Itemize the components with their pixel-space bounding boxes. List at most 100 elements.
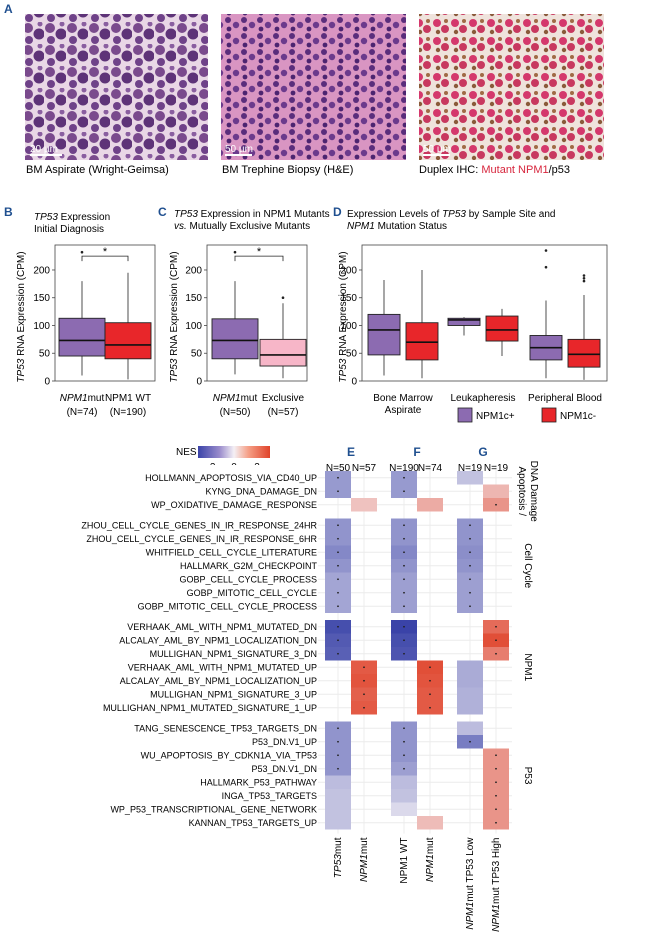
- panel-d-ylabel: TP53 RNA Expression (CPM): [338, 251, 349, 382]
- column-label-rest: mut: [359, 837, 370, 854]
- significance-dot: [469, 551, 471, 554]
- panel-a-letter: A: [4, 2, 13, 16]
- significance-dot: [337, 605, 339, 608]
- plot-frame: [361, 244, 608, 382]
- significance-dot: [337, 625, 339, 628]
- x-category-label: Aspirate: [385, 405, 422, 416]
- column-sample-size: N=57: [352, 463, 377, 474]
- significance-dot: [403, 740, 405, 743]
- significance-dot: [363, 679, 365, 682]
- x-label-rest: mut: [88, 393, 105, 404]
- panel-b-letter: B: [4, 205, 13, 219]
- y-tick-label: 100: [340, 321, 357, 332]
- y-tick-label: 50: [191, 349, 203, 360]
- significance-dot: [495, 639, 497, 642]
- gene-set-label: KYNG_DNA_DAMAGE_DN: [205, 487, 317, 497]
- column-label: NPM1mut: [359, 837, 370, 882]
- column-label: NPM1 WT: [399, 838, 410, 884]
- gene-set-label: WHITFIELD_CELL_CYCLE_LITERATURE: [146, 548, 317, 558]
- significance-dot: [469, 537, 471, 540]
- gene-set-label: VERHAAK_AML_WITH_NPM1_MUTATED_DN: [127, 622, 317, 632]
- panel-letter: G: [478, 445, 487, 459]
- heatmap-cell: [417, 816, 443, 830]
- panel-b-boxplot: B TP53 Expression Initial Diagnosis TP53…: [4, 205, 156, 418]
- outlier-point: [281, 296, 285, 300]
- column-label: NPM1mut TP53 High: [491, 838, 502, 932]
- panel-d-title-line2: NPM1 Mutation Status: [347, 221, 447, 232]
- heatmap-cell: [457, 660, 483, 674]
- panel-d-letter: D: [333, 205, 342, 219]
- x-category-label: NPM1mut: [60, 393, 105, 404]
- panel-b-title-line2: Initial Diagnosis: [34, 224, 104, 235]
- x-category-label: Peripheral Blood: [528, 393, 602, 404]
- significance-dot: [337, 591, 339, 594]
- significance-star: *: [257, 246, 262, 258]
- column-label-rest: mut TP53 High: [491, 838, 502, 905]
- x-category-label: Leukapheresis: [450, 393, 515, 404]
- bm-trephine-image: [221, 14, 406, 160]
- significance-dot: [495, 808, 497, 811]
- heatmap-cell: [325, 775, 351, 789]
- gene-set-label: GOBP_MITOTIC_CELL_CYCLE: [187, 588, 317, 598]
- significance-dot: [337, 524, 339, 527]
- panel-c-title: TP53 Expression in NPM1 Mutants: [174, 209, 330, 220]
- heatmap-cell: [457, 701, 483, 715]
- significance-dot: [469, 564, 471, 567]
- significance-dot: [403, 591, 405, 594]
- gene-set-label: WP_P53_TRANSCRIPTIONAL_GENE_NETWORK: [110, 805, 317, 815]
- column-sample-size: N=50: [326, 463, 351, 474]
- box: [58, 317, 106, 357]
- duplex-ihc-image: [419, 14, 604, 160]
- outlier-point: [582, 277, 586, 280]
- heatmap-cell: [391, 802, 417, 816]
- significance-dot: [495, 503, 497, 506]
- gene-set-label: WP_OXIDATIVE_DAMAGE_RESPONSE: [151, 500, 317, 510]
- box: [211, 318, 259, 360]
- box: [567, 338, 601, 368]
- outlier-point: [582, 279, 586, 283]
- gene-set-label: VERHAAK_AML_WITH_NPM1_MUTATED_UP: [128, 663, 317, 673]
- x-sample-size: (N=190): [110, 407, 146, 418]
- significance-dot: [403, 652, 405, 655]
- significance-dot: [337, 551, 339, 554]
- significance-dot: [403, 476, 405, 479]
- significance-dot: [337, 767, 339, 770]
- x-label-italic: NPM1: [60, 393, 88, 404]
- significance-dot: [495, 794, 497, 797]
- gene-set-label: MULLIGHAN_NPM1_MUTATED_SIGNATURE_1_UP: [103, 703, 317, 713]
- significance-dot: [469, 591, 471, 594]
- panel-d-title: Expression Levels of TP53 by Sample Site…: [347, 209, 555, 220]
- significance-dot: [337, 537, 339, 540]
- gene-set-label: HOLLMANN_APOPTOSIS_VIA_CD40_UP: [145, 473, 317, 483]
- column-label: TP53mut: [333, 837, 344, 878]
- box: [447, 317, 481, 326]
- heatmap-cell: [325, 789, 351, 803]
- nes-heatmap: NES -2 0 2 HOLLMANN_APOPTOSIS_VIA_CD40_U…: [81, 445, 542, 932]
- outlier-point: [544, 249, 548, 252]
- panel-b-ylabel: TP53 RNA Expression (CPM): [16, 251, 27, 382]
- x-category-label: Bone Marrow: [373, 393, 433, 404]
- y-tick-label: 50: [346, 349, 358, 360]
- column-label-italic: NPM1: [425, 854, 436, 882]
- gene-set-label: GOBP_MITOTIC_CELL_CYCLE_PROCESS: [138, 602, 317, 612]
- y-tick-label: 150: [33, 293, 50, 304]
- x-label-italic: NPM1: [213, 393, 241, 404]
- significance-dot: [469, 605, 471, 608]
- significance-dot: [363, 666, 365, 669]
- panel-d-boxplot: D Expression Levels of TP53 by Sample Si…: [333, 205, 608, 423]
- y-tick-label: 0: [351, 377, 357, 388]
- panel-c-boxplot: C TP53 Expression in NPM1 Mutants vs. Mu…: [158, 205, 330, 418]
- gene-set-label: HALLMARK_P53_PATHWAY: [200, 778, 317, 788]
- outlier-point: [544, 265, 548, 269]
- y-tick-label: 100: [33, 321, 50, 332]
- significance-dot: [495, 781, 497, 784]
- significance-dot: [337, 564, 339, 567]
- significance-dot: [337, 740, 339, 743]
- significance-dot: [337, 476, 339, 479]
- gene-set-label: ALCALAY_AML_BY_NPM1_LOCALIZATION_DN: [119, 636, 317, 646]
- caption-3: Duplex IHC: Mutant NPM1/p53: [419, 164, 570, 176]
- significance-dot: [469, 524, 471, 527]
- box: [367, 313, 401, 356]
- significance-dot: [495, 625, 497, 628]
